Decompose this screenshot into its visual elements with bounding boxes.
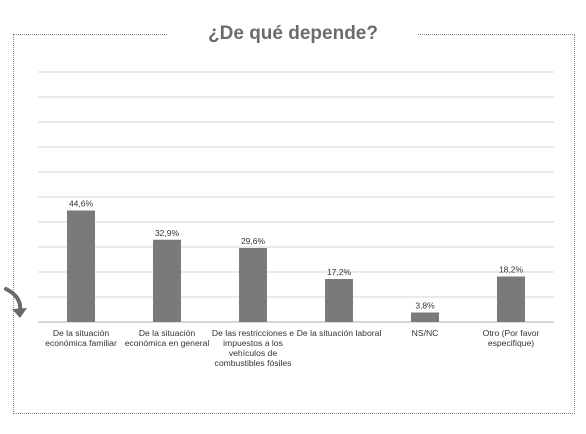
curved-arrow-icon bbox=[4, 287, 27, 318]
bar bbox=[239, 248, 267, 322]
data-label: 3,8% bbox=[415, 301, 435, 311]
chart-title: ¿De qué depende? bbox=[168, 20, 418, 48]
bar bbox=[497, 276, 525, 322]
category-label: Otro (Por favor especifique) bbox=[482, 328, 540, 348]
category-label: NS/NC bbox=[411, 328, 439, 338]
category-label: De la situación laboral bbox=[296, 328, 382, 338]
data-label: 29,6% bbox=[241, 236, 266, 246]
category-label: De la situación económica familiar bbox=[45, 328, 117, 348]
data-label: 17,2% bbox=[327, 267, 352, 277]
category-label: De la situación económica en general bbox=[124, 328, 210, 348]
bar bbox=[67, 210, 95, 322]
category-label: De las restricciones e impuestos a los v… bbox=[211, 328, 295, 368]
data-label: 18,2% bbox=[499, 265, 524, 275]
bar bbox=[411, 312, 439, 322]
bar bbox=[153, 239, 181, 322]
data-label: 32,9% bbox=[155, 228, 180, 238]
data-label: 44,6% bbox=[69, 199, 94, 209]
bar bbox=[325, 279, 353, 322]
